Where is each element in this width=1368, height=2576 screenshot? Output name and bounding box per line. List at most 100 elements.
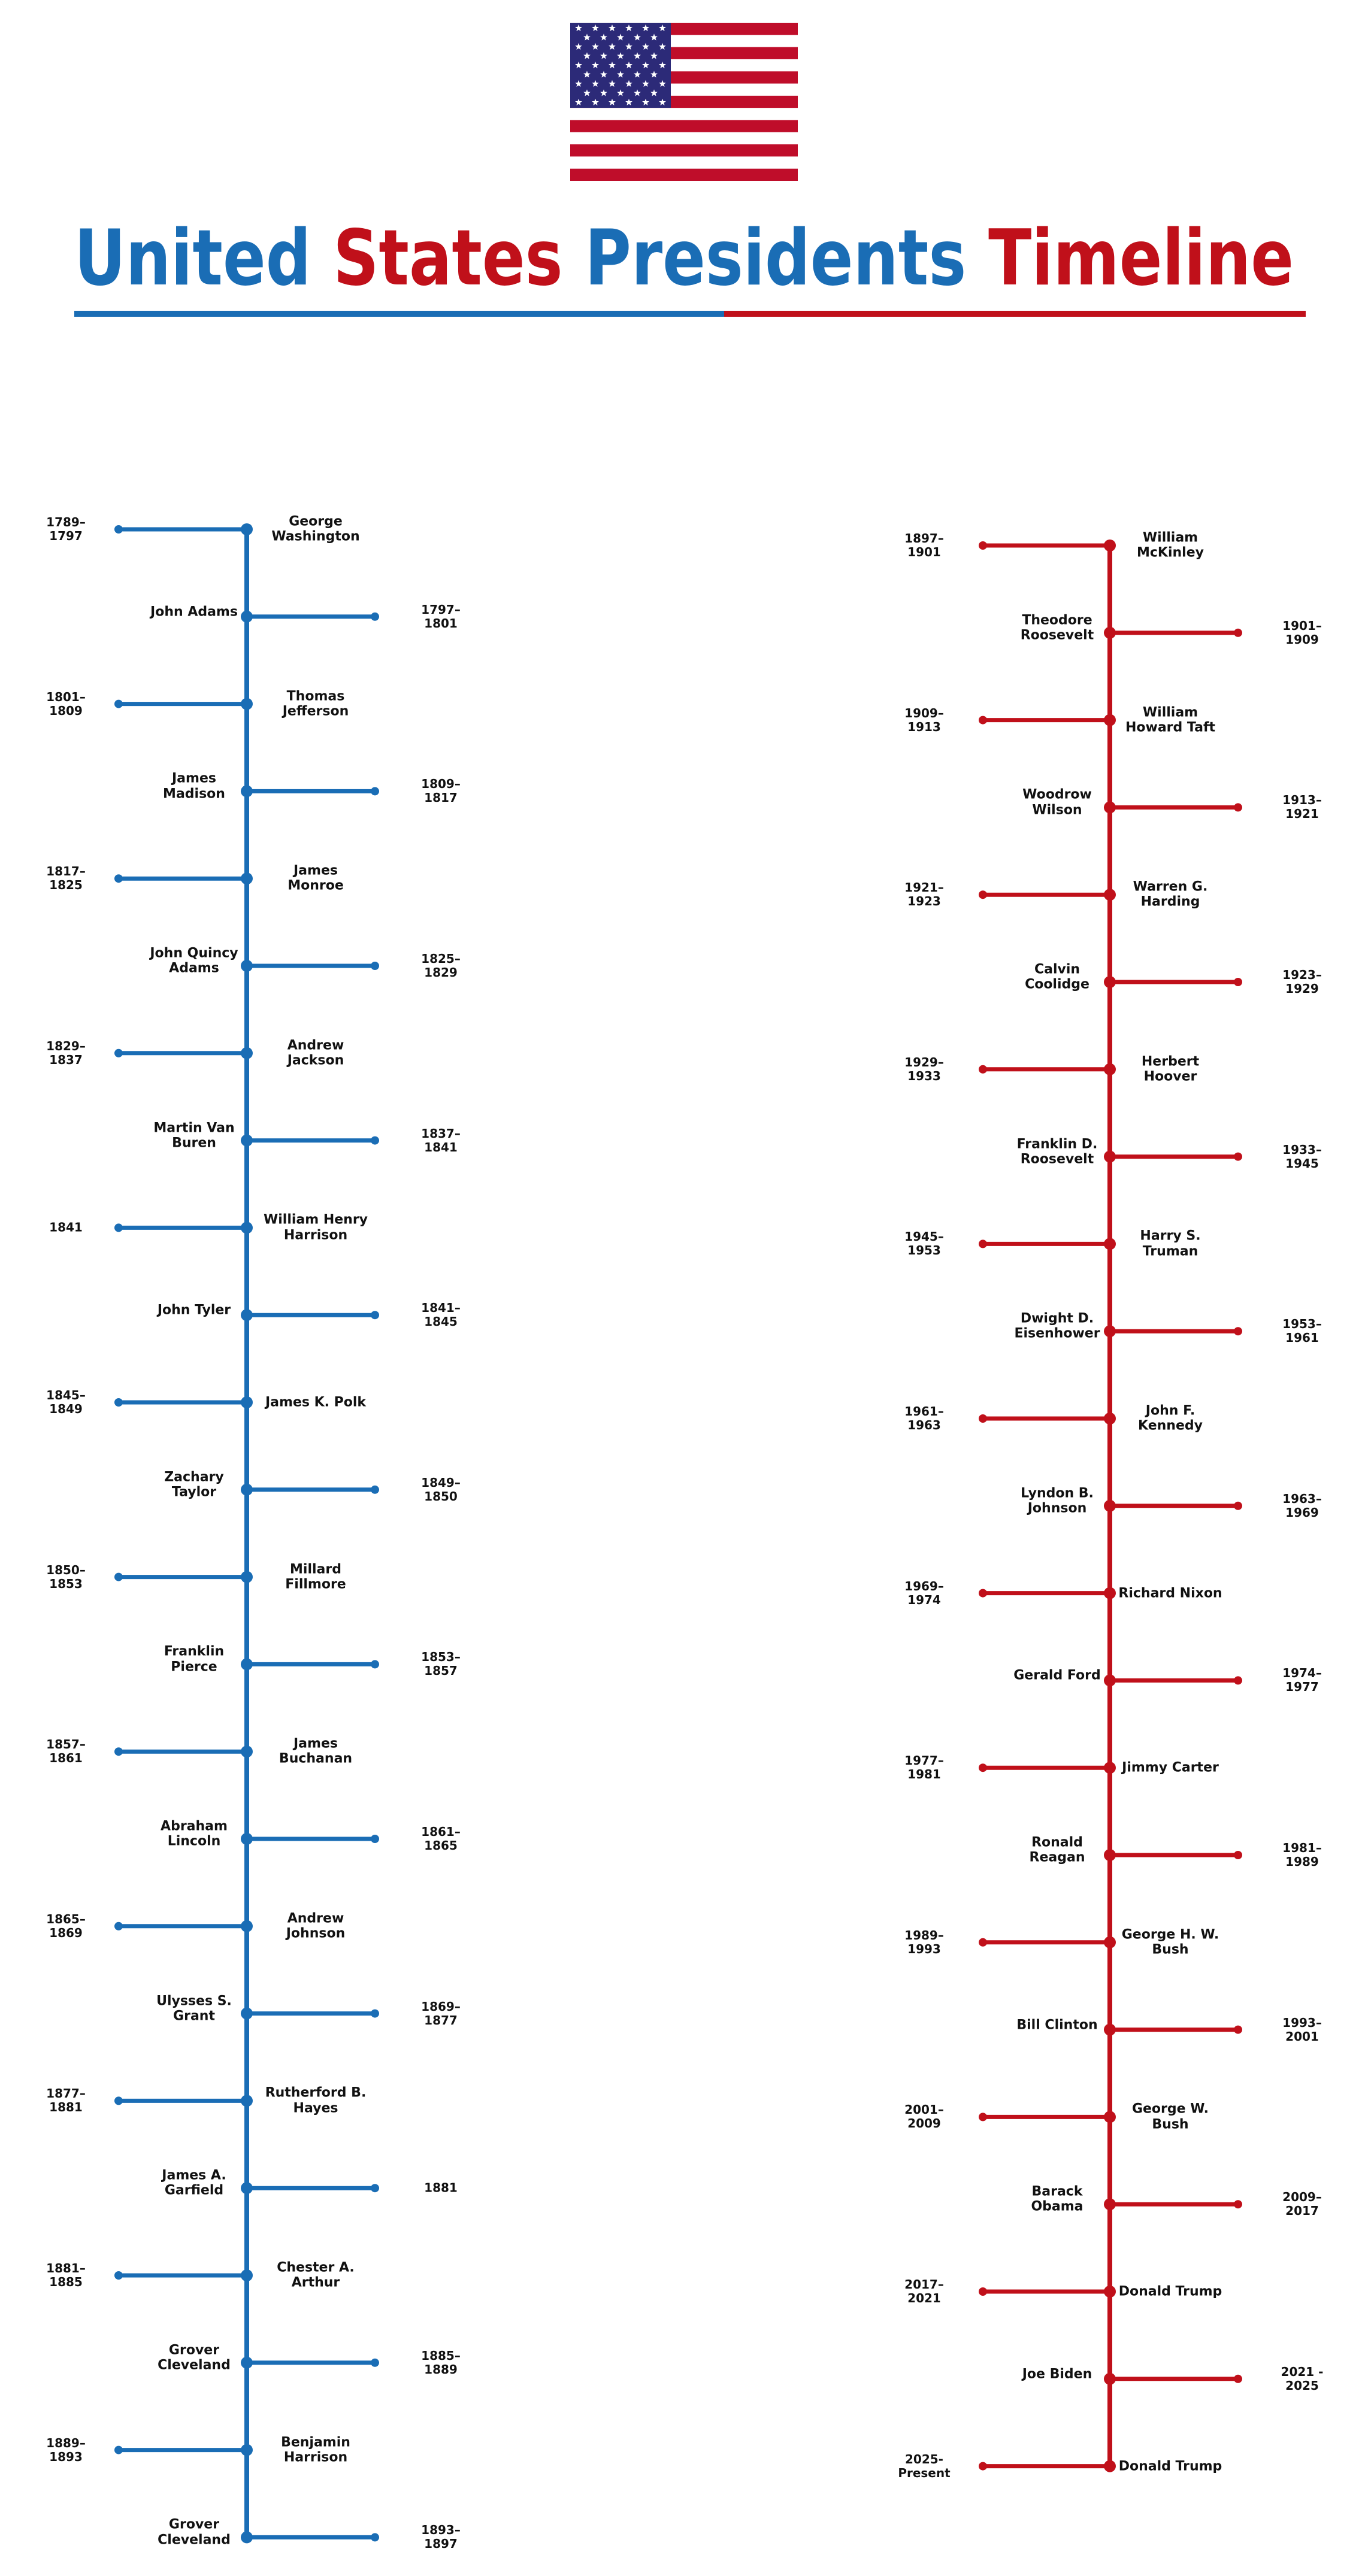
- spine-dot: [241, 2531, 253, 2544]
- term-years: 1789–1797: [46, 515, 86, 543]
- term-years: 1921–1923: [904, 880, 944, 909]
- branch-dot: [979, 1763, 987, 1772]
- branch-dot: [114, 1223, 123, 1232]
- term-years: 1801–1809: [46, 689, 86, 718]
- term-years: 1881–1885: [46, 2261, 86, 2289]
- branch-dot: [114, 2271, 123, 2280]
- flag-star: [659, 43, 666, 50]
- term-years: 1993–2001: [1282, 2015, 1322, 2044]
- spine-dot: [1104, 889, 1116, 901]
- branch-dot: [979, 2462, 987, 2471]
- branch-dot: [979, 1239, 987, 1248]
- term-years: 1885–1889: [421, 2348, 461, 2377]
- branch-dot: [1234, 2025, 1242, 2034]
- branch-dot: [1234, 1327, 1242, 1336]
- term-years: 1977–1981: [904, 1753, 944, 1782]
- term-years: 1861–1865: [421, 1825, 461, 1853]
- president-name: William Henry Harrison: [263, 1213, 368, 1243]
- flag-star: [617, 52, 624, 59]
- branch-dot: [114, 1922, 123, 1931]
- branch-dot: [114, 699, 123, 708]
- president-name: Theodore Roosevelt: [1020, 613, 1094, 643]
- flag-star: [659, 98, 666, 105]
- title-word: States: [333, 214, 562, 303]
- term-years: 1963–1969: [1282, 1491, 1322, 1520]
- term-years: 1913–1921: [1282, 793, 1322, 822]
- branch-dot: [979, 1589, 987, 1598]
- spine-dot: [241, 2269, 253, 2281]
- branch-dot: [979, 1414, 987, 1423]
- spine-dot: [1104, 1499, 1116, 1512]
- spine-dot: [1104, 626, 1116, 639]
- term-years: 1889–1893: [46, 2435, 86, 2464]
- flag-star: [575, 98, 582, 105]
- president-name: John Quincy Adams: [150, 945, 238, 976]
- flag-star: [650, 89, 658, 96]
- flag-star: [575, 61, 582, 68]
- president-name: William McKinley: [1137, 530, 1204, 560]
- spine-dot: [241, 2007, 253, 2020]
- flag-star: [634, 89, 641, 96]
- spine-dot: [1104, 1587, 1116, 1599]
- spine-dot: [1104, 714, 1116, 726]
- branch-dot: [979, 2113, 987, 2122]
- flag-star: [625, 61, 632, 68]
- president-name: Jimmy Carter: [1122, 1760, 1219, 1775]
- branch-dot: [371, 962, 379, 970]
- flag-star: [642, 98, 649, 105]
- president-name: Warren G. Harding: [1133, 879, 1208, 910]
- branch-dot: [979, 1065, 987, 1074]
- president-name: George Washington: [271, 514, 360, 544]
- president-name: Lyndon B. Johnson: [1021, 1486, 1094, 1516]
- term-years: 1865–1869: [46, 1911, 86, 1940]
- president-name: Andrew Johnson: [286, 1911, 346, 1941]
- branch-dot: [979, 716, 987, 725]
- flag-star: [575, 80, 582, 87]
- president-name: Chester A. Arthur: [277, 2260, 355, 2290]
- term-years: 1850–1853: [46, 1562, 86, 1591]
- term-years: 1881: [424, 2180, 458, 2195]
- term-years: 1853–1857: [421, 1650, 461, 1678]
- spine-dot: [1104, 540, 1116, 551]
- term-years: 2025- Present: [898, 2451, 951, 2480]
- flag-star: [625, 24, 632, 31]
- title-underline: [74, 311, 724, 317]
- spine-dot: [241, 610, 253, 623]
- branch-dot: [1234, 1676, 1242, 1685]
- title-word: Presidents: [585, 214, 966, 303]
- term-years: 1857–1861: [46, 1737, 86, 1766]
- flag-star: [592, 98, 599, 105]
- branch-dot: [114, 1398, 123, 1407]
- spine-dot: [1104, 801, 1116, 814]
- president-name: John Tyler: [157, 1302, 231, 1318]
- flag-star: [575, 24, 582, 31]
- president-name: Dwight D. Eisenhower: [1014, 1311, 1100, 1342]
- flag-star: [609, 98, 616, 105]
- spine-dot: [241, 1396, 253, 1408]
- branch-dot: [371, 2184, 379, 2193]
- president-name: James A. Garfield: [162, 2168, 226, 2199]
- flag-star: [583, 71, 591, 78]
- president-name: Ronald Reagan: [1029, 1835, 1085, 1865]
- term-years: 1837–1841: [421, 1126, 461, 1154]
- branch-dot: [1234, 1851, 1242, 1859]
- president-name: George H. W. Bush: [1121, 1927, 1219, 1957]
- term-years: 1945–1953: [904, 1229, 944, 1258]
- branch-dot: [114, 1048, 123, 1057]
- term-years: 1933–1945: [1282, 1142, 1322, 1171]
- term-years: 2009–2017: [1282, 2190, 1322, 2219]
- flag-star: [617, 89, 624, 96]
- term-years: 1797–1801: [421, 602, 461, 631]
- flag-stripe: [570, 144, 798, 157]
- term-years: 1829–1837: [46, 1038, 86, 1067]
- title-word: United: [74, 214, 311, 303]
- flag-star: [634, 52, 641, 59]
- spine-dot: [241, 523, 253, 535]
- term-years: 1841: [49, 1220, 83, 1235]
- spine-dot: [241, 2182, 253, 2195]
- president-name: James Monroe: [287, 863, 344, 894]
- spine-dot: [1104, 1413, 1116, 1425]
- branch-dot: [1234, 1501, 1242, 1510]
- flag: [570, 23, 798, 181]
- branch-dot: [1234, 803, 1242, 812]
